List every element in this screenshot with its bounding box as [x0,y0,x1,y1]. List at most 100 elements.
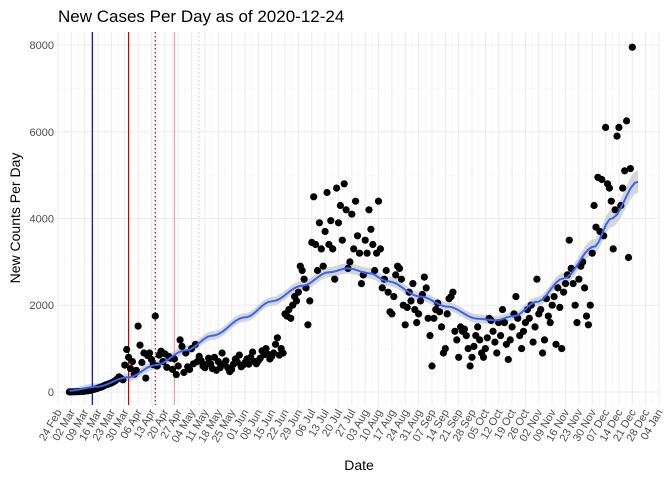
data-point [388,310,396,318]
data-point [353,232,362,240]
data-point [493,349,501,357]
data-point [163,363,171,371]
data-point [369,240,377,249]
data-point [357,280,365,288]
data-point [481,345,489,353]
data-point [455,353,463,361]
data-point [342,206,350,214]
data-point [168,365,177,373]
data-point [214,358,222,366]
data-point [222,357,230,365]
data-point [424,314,432,322]
data-point [313,266,322,275]
data-point [363,249,371,257]
smooth-confidence-band [69,170,638,394]
data-point [565,236,573,244]
data-point [500,319,509,327]
major-gridlines [57,32,660,405]
data-point [550,293,558,301]
data-point [292,297,301,305]
data-point [132,366,140,374]
data-point [134,322,142,330]
data-point [586,301,594,309]
data-point [312,240,320,249]
data-point [533,275,541,283]
data-point [449,288,457,296]
data-point [607,197,615,205]
reference-lines [91,32,200,405]
data-point [561,280,570,288]
data-point [508,323,516,331]
data-point [413,319,421,327]
data-point [287,314,295,322]
data-point [128,358,136,366]
data-point [518,345,526,353]
data-point [334,219,343,227]
data-point [569,280,577,288]
data-point [249,348,257,356]
data-point [453,336,461,344]
smooth-trend-line [69,180,639,392]
data-point [338,236,346,244]
y-tick-label: 0 [48,387,54,399]
data-point [554,284,562,292]
data-point [409,280,417,288]
data-point [437,323,446,331]
data-point [621,167,629,175]
data-point [584,321,593,329]
smooth-line [69,180,639,392]
data-point [497,332,505,340]
data-point [428,362,436,370]
data-point [460,325,468,333]
data-point [352,197,360,205]
data-point [340,180,348,188]
data-point [575,275,583,283]
data-point [540,336,549,344]
data-point [416,297,425,305]
data-point [317,245,325,253]
data-point [346,258,354,266]
data-point [519,327,528,335]
data-point [537,306,545,314]
data-point [336,201,344,210]
x-axis-title: Date [344,457,374,473]
data-point [300,275,308,283]
data-point [350,245,358,253]
data-point [390,293,398,301]
data-point [602,123,610,131]
data-point [382,266,390,275]
data-point [142,374,150,382]
data-point [126,365,135,373]
data-point [361,236,369,244]
data-point [273,334,281,342]
data-point [544,312,552,320]
data-point [378,284,386,292]
data-point [178,342,186,350]
data-point [615,123,623,131]
data-point [626,165,635,173]
data-point [464,345,472,353]
data-point [319,262,327,270]
data-point [491,338,499,346]
data-point [571,301,579,309]
data-point [552,340,560,348]
data-point [298,266,306,275]
data-point [191,340,199,348]
data-point [235,351,243,359]
data-point [138,358,146,367]
data-point [479,353,488,361]
data-point [624,253,633,262]
data-point [395,264,404,272]
data-point [609,245,617,253]
y-tick-label: 6000 [30,127,54,139]
data-point [611,206,619,214]
data-point [397,275,405,283]
y-axis-tick-labels: 0 2000 4000 6000 8000 [30,40,54,399]
data-point [245,360,253,368]
data-point [436,308,444,316]
data-point [306,297,314,305]
data-point [205,354,213,362]
data-point [476,336,484,344]
data-point [151,312,159,320]
